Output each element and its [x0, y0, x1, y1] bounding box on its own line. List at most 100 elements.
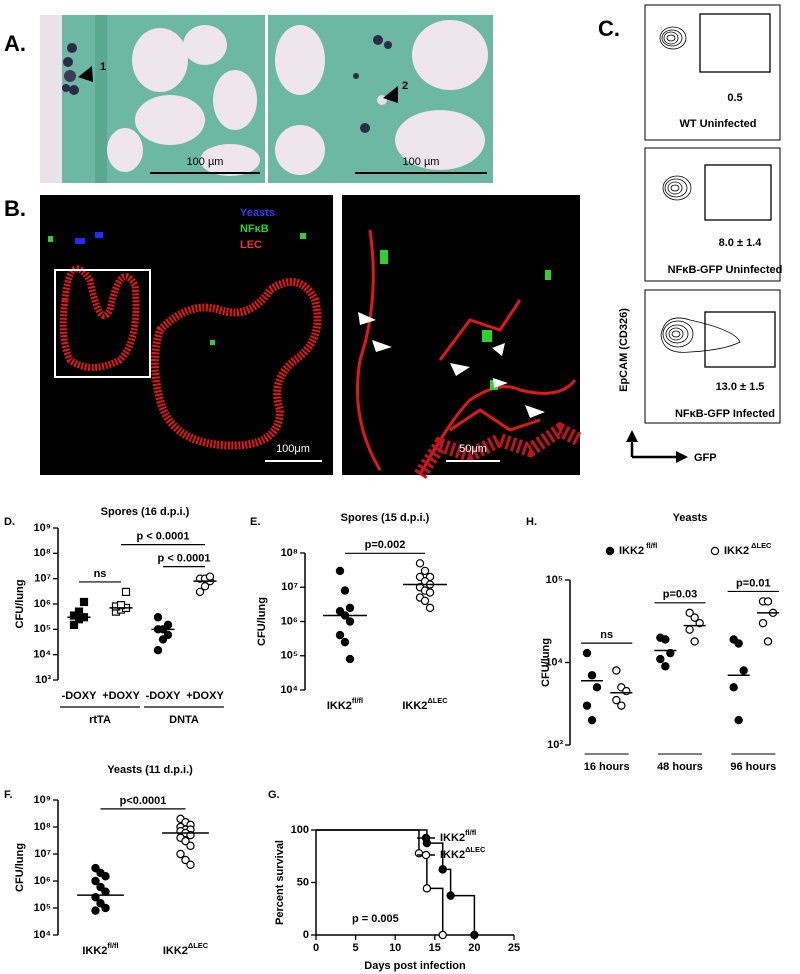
x-tick-label-part: IKK2: [82, 945, 107, 957]
panel-label: B.: [4, 196, 26, 221]
data-point: [729, 683, 738, 692]
data-point: [163, 630, 173, 640]
data-point: [96, 882, 105, 892]
y-axis-label: Percent survival: [274, 840, 286, 925]
x-tick-label: 96 hours: [730, 761, 776, 773]
data-point: [345, 654, 355, 664]
chart-title: Spores (16 d.p.i.): [101, 506, 190, 518]
data-point: [121, 587, 131, 597]
data-point: [612, 666, 621, 675]
y-tick-label: 10⁶: [281, 615, 298, 627]
panel-label: A.: [4, 31, 26, 56]
data-point: [605, 546, 615, 556]
callout: 2: [402, 80, 408, 92]
data-point: [438, 930, 447, 940]
y-tick-label: 10⁷: [281, 581, 298, 593]
x-tick-label-part: IKK2: [163, 945, 188, 957]
data-point: [656, 654, 665, 664]
scale-bar-label: 100 µm: [403, 156, 440, 168]
legend-label: IKK2ΔLEC: [440, 845, 486, 860]
plot-caption: NFκB-GFP Infected: [675, 408, 775, 420]
axis-label: GFP: [694, 452, 717, 464]
x-tick-label: 10: [389, 942, 401, 954]
x-axis-label: Days post infection: [364, 960, 466, 972]
x-tick-label: IKK2fl/fl: [327, 696, 363, 711]
y-tick-label: 10⁴: [33, 929, 51, 941]
chart-title: Yeasts: [673, 512, 708, 524]
flow-plot: [644, 4, 781, 141]
bracket-label: p=0.03: [663, 589, 698, 601]
x-tick-label: 0: [313, 942, 319, 954]
x-tick-label-part: IKK2: [327, 700, 352, 712]
micrograph: [40, 15, 493, 183]
data-point: [763, 637, 773, 646]
y-tick-label: 100: [291, 824, 309, 836]
legend-label-part: fl/fl: [465, 828, 476, 837]
x-tick-label: 16 hours: [584, 761, 630, 773]
y-tick-label: 10⁶: [34, 875, 51, 887]
data-point: [186, 841, 195, 851]
data-point: [612, 695, 621, 705]
data-point: [181, 855, 190, 865]
y-tick-label: 10³: [547, 739, 563, 751]
axis-label: EpCAM (CD326): [618, 308, 630, 392]
data-point: [335, 566, 345, 576]
data-point: [592, 683, 602, 692]
legend-label: IKK2 ΔLEC: [724, 541, 772, 556]
bracket-label: p=0.002: [365, 539, 406, 551]
data-point: [414, 849, 424, 858]
data-point: [153, 646, 163, 655]
flow-plot: [644, 289, 781, 424]
flow-plot: [644, 147, 781, 282]
data-point: [335, 630, 345, 640]
data-point: [661, 635, 670, 644]
x-tick-label: IKK2ΔLEC: [163, 941, 209, 956]
data-point: [186, 860, 195, 869]
x-tick-label: -DOXY: [62, 690, 98, 702]
x-tick-label: 15: [429, 942, 441, 954]
legend-label: LEC: [240, 239, 262, 251]
data-point: [739, 666, 748, 675]
data-point: [420, 596, 430, 606]
legend-label-part: IKK2: [440, 849, 465, 861]
bracket-label: p<0.0001: [120, 795, 167, 807]
x-tick-label: 48 hours: [657, 761, 703, 773]
bracket-label: p=0.01: [736, 577, 771, 589]
data-point: [415, 559, 425, 568]
y-tick-label: 10⁵: [546, 574, 563, 586]
data-point: [763, 597, 773, 606]
y-tick-label: 10⁸: [34, 821, 51, 833]
data-point: [74, 607, 84, 616]
data-point: [470, 930, 479, 940]
data-point: [101, 903, 110, 913]
y-tick-label: 0: [303, 929, 309, 941]
x-tick-label: 5: [353, 942, 359, 954]
panel-label: F.: [4, 789, 13, 801]
x-tick-label-part: fl/fl: [107, 941, 118, 950]
group-label: rtTA: [89, 714, 111, 726]
data-point: [734, 639, 743, 648]
y-tick-label: 10³: [35, 674, 51, 686]
y-tick-label: 10⁵: [34, 902, 51, 914]
data-point: [91, 863, 100, 873]
data-point: [69, 620, 79, 629]
chart-title: Yeasts (11 d.p.i.): [107, 764, 193, 776]
y-tick-label: 10⁶: [34, 598, 51, 610]
gate-value: 0.5: [727, 92, 742, 104]
y-tick-label: 10⁸: [34, 547, 51, 559]
group-label: DNTA: [169, 714, 199, 726]
data-point: [96, 899, 105, 908]
x-tick-label: 20: [468, 942, 480, 954]
panel-label: D.: [4, 516, 15, 528]
data-point: [587, 715, 597, 725]
data-point: [101, 872, 110, 881]
legend-label: IKK2 fl/fl: [619, 541, 657, 556]
data-point: [758, 618, 768, 628]
y-tick-label: 10⁹: [34, 522, 51, 534]
data-point: [425, 603, 435, 613]
y-tick-label: 10⁴: [280, 684, 298, 696]
y-tick-label: 10⁵: [34, 623, 51, 635]
data-point: [153, 613, 163, 622]
scale-bar-label: 100 µm: [187, 156, 224, 168]
data-point: [340, 586, 350, 595]
